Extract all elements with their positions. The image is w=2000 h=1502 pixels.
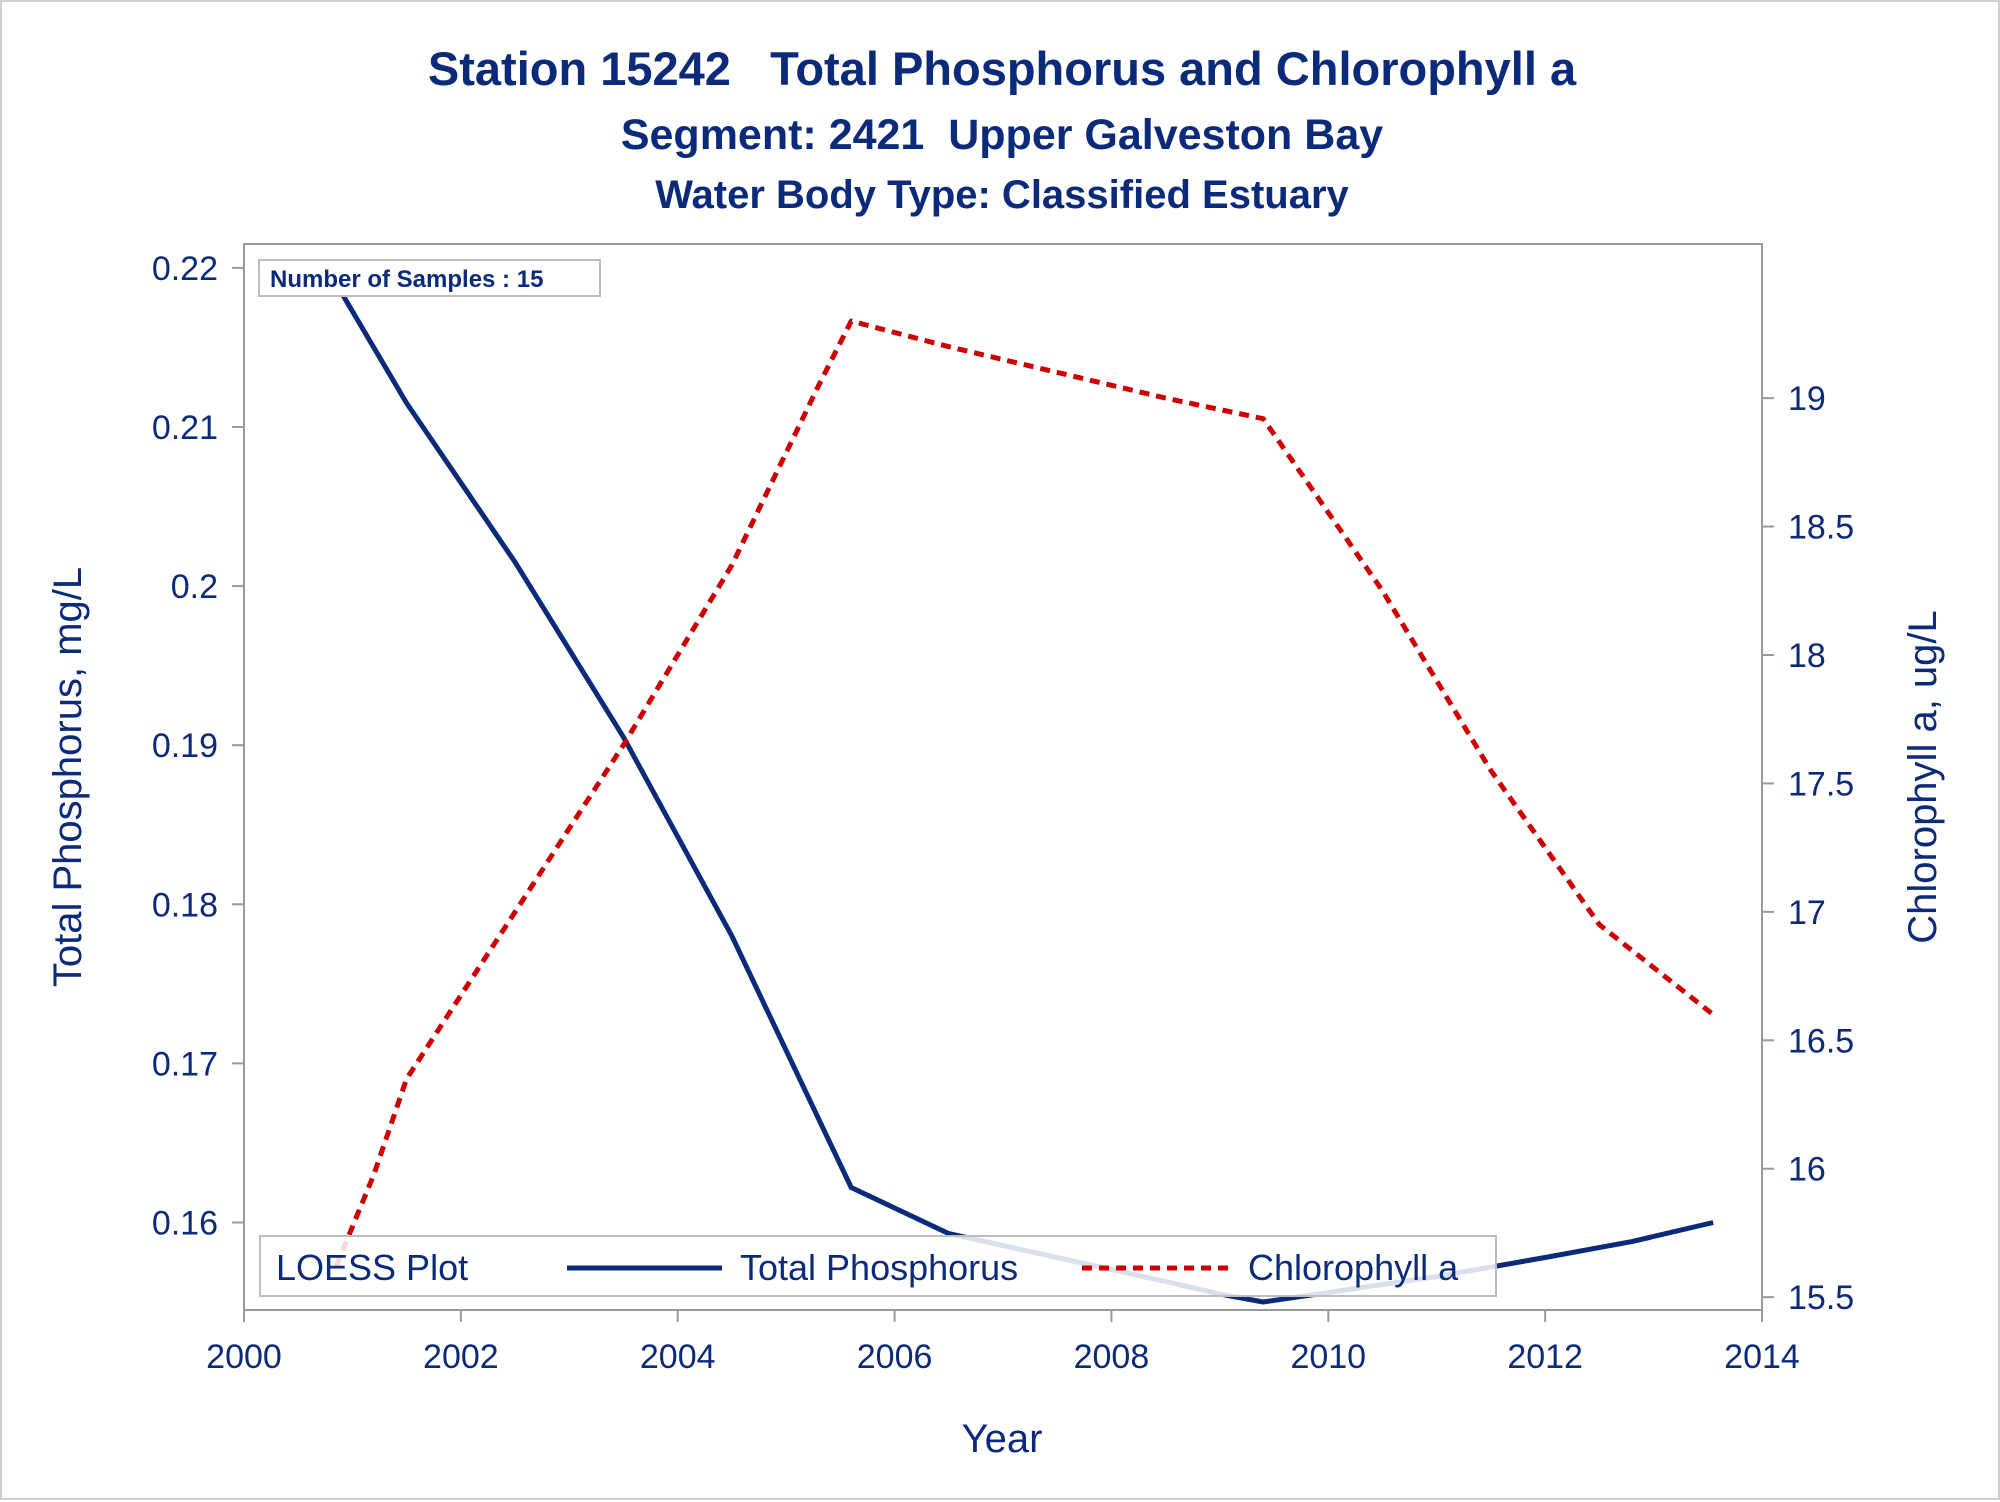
y-tick-label: 0.2 <box>171 568 218 606</box>
x-tick-label: 2014 <box>1724 1338 1800 1376</box>
y-tick-label: 0.18 <box>152 886 218 924</box>
y-tick-label: 0.21 <box>152 409 218 447</box>
y2-tick-label: 17.5 <box>1788 765 1854 803</box>
legend: LOESS Plot Total Phosphorus Chlorophyll … <box>259 1235 1497 1297</box>
sample-count-box: Number of Samples : 15 <box>258 259 601 297</box>
legend-entry-total-phosphorus: Total Phosphorus <box>740 1247 1018 1288</box>
x-axis: 2000 2002 2004 2006 2008 2010 2012 2014 <box>206 1310 1800 1376</box>
y2-tick-label: 16.5 <box>1788 1022 1854 1060</box>
y2-tick-label: 18 <box>1788 637 1826 675</box>
chart-subtitle-2: Water Body Type: Classified Estuary <box>655 173 1349 217</box>
y-axis-right: 15.5 16 16.5 17 17.5 18 18.5 19 <box>1762 380 1854 1317</box>
y-axis-label: Total Phosphorus, mg/L <box>46 567 90 987</box>
x-tick-label: 2008 <box>1074 1338 1150 1376</box>
sample-count-text: Number of Samples : 15 <box>270 266 543 293</box>
x-tick-label: 2006 <box>857 1338 933 1376</box>
y2-tick-label: 16 <box>1788 1151 1826 1189</box>
legend-box <box>259 1235 1497 1297</box>
series-line-total-phosphorus <box>334 282 1714 1305</box>
y2-tick-label: 19 <box>1788 380 1826 418</box>
y-tick-label: 0.16 <box>152 1204 218 1242</box>
y2-tick-label: 15.5 <box>1788 1279 1854 1317</box>
x-axis-label: Year <box>962 1417 1043 1461</box>
y2-tick-label: 18.5 <box>1788 509 1854 547</box>
series-layer <box>333 282 1715 1305</box>
legend-title: LOESS Plot <box>276 1247 468 1288</box>
series-line-chlorophyll-a <box>333 318 1715 1268</box>
x-tick-label: 2004 <box>640 1338 716 1376</box>
y2-axis-label: Chlorophyll a, ug/L <box>1901 610 1945 944</box>
x-tick-label: 2010 <box>1290 1338 1366 1376</box>
y-tick-label: 0.17 <box>152 1045 218 1083</box>
legend-entry-chlorophyll-a: Chlorophyll a <box>1248 1247 1459 1288</box>
y-axis-left: 0.16 0.17 0.18 0.19 0.2 0.21 0.22 <box>152 250 244 1242</box>
chart-title: Station 15242 Total Phosphorus and Chlor… <box>428 42 1577 95</box>
y2-tick-label: 17 <box>1788 894 1826 932</box>
x-tick-label: 2000 <box>206 1338 282 1376</box>
y-tick-label: 0.19 <box>152 727 218 765</box>
y-tick-label: 0.22 <box>152 250 218 288</box>
chart-subtitle: Segment: 2421 Upper Galveston Bay <box>621 111 1383 159</box>
x-tick-label: 2002 <box>423 1338 499 1376</box>
plot-area <box>243 243 1763 1311</box>
x-tick-label: 2012 <box>1507 1338 1583 1376</box>
